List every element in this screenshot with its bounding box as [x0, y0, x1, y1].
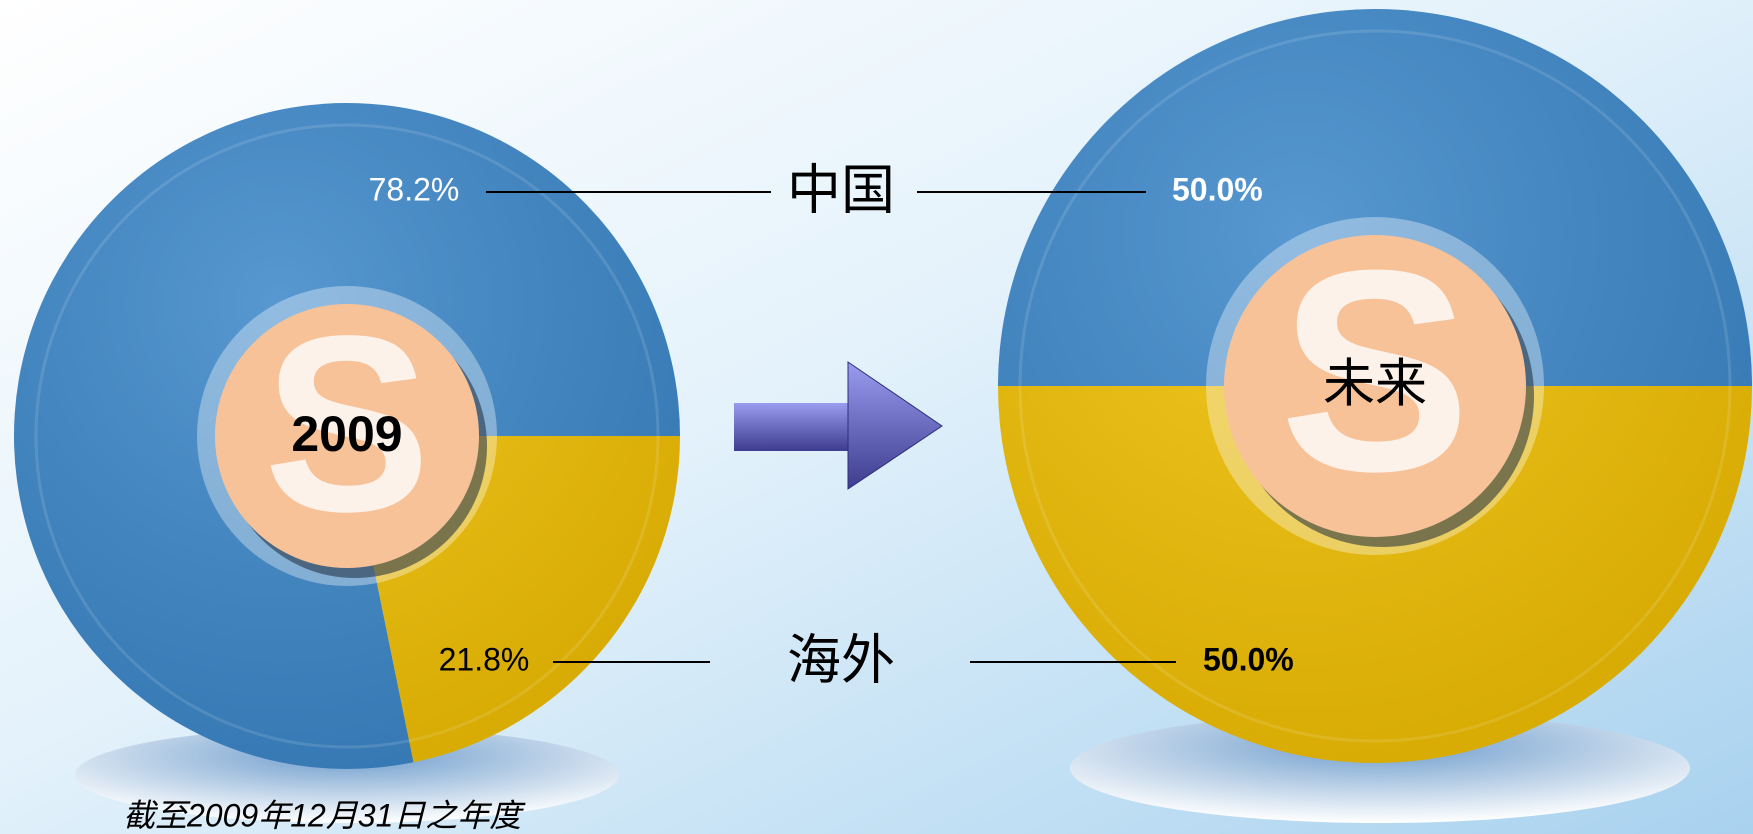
page: S2009S未来 中国 海外 截至2009年12月31日之年度 78.2%21.… — [0, 0, 1753, 834]
value-label: 78.2% — [369, 171, 460, 207]
value-label: 50.0% — [1203, 641, 1294, 677]
category-label: 中国 — [787, 160, 895, 220]
value-label: 50.0% — [1172, 171, 1263, 207]
footnote: 截至2009年12月31日之年度 — [123, 797, 526, 833]
center-label: 2009 — [291, 406, 402, 462]
center-label: 未来 — [1323, 356, 1427, 414]
category-label: 海外 — [787, 630, 895, 690]
arrow-shaft — [734, 403, 854, 451]
value-label: 21.8% — [439, 641, 530, 677]
chart: S2009S未来 中国 海外 截至2009年12月31日之年度 78.2%21.… — [0, 0, 1753, 834]
